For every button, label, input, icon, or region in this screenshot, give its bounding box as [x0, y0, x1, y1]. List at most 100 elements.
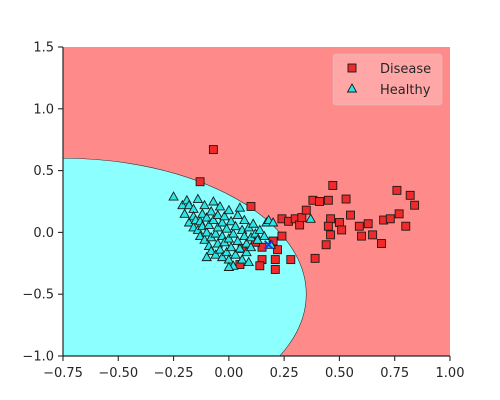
disease-point-23 [357, 231, 366, 241]
healthy-point-54 [236, 254, 248, 264]
disease-point-13 [323, 221, 333, 231]
disease-point-41 [255, 261, 265, 271]
x-tick-label-4: 0.25 [270, 366, 299, 381]
disease-point-28 [385, 214, 395, 224]
centroid-stroke-b [264, 240, 274, 250]
disease-point-15 [341, 194, 351, 204]
healthy-point-49 [230, 249, 241, 259]
healthy-point-1 [177, 199, 188, 210]
x-tick-label-7: 1.00 [436, 366, 465, 381]
data-points [168, 145, 420, 274]
disease-point-2 [246, 201, 256, 211]
healthy-point-32 [214, 201, 226, 211]
healthy-point-66 [258, 230, 270, 241]
legend: Disease Healthy [332, 53, 443, 106]
healthy-point-14 [197, 208, 208, 218]
disease-point-29 [392, 185, 402, 195]
disease-point-37 [270, 255, 280, 265]
disease-point-6 [295, 220, 305, 230]
healthy-point-71 [267, 217, 279, 227]
centroid-marker [264, 240, 274, 250]
x-tick-label-0: −0.75 [43, 366, 83, 381]
healthy-point-60 [245, 241, 257, 252]
healthy-point-48 [230, 220, 241, 231]
healthy-point-65 [254, 224, 266, 234]
disease-point-38 [270, 265, 280, 274]
healthy-point-44 [225, 215, 237, 226]
healthy-point-58 [241, 238, 252, 248]
healthy-point-56 [239, 214, 250, 224]
healthy-point-34 [216, 217, 228, 227]
disease-point-16 [346, 210, 355, 220]
disease-point-19 [326, 230, 336, 240]
healthy-point-62 [247, 218, 259, 228]
healthy-point-42 [223, 233, 235, 243]
x-tick-label-1: −0.50 [98, 366, 138, 381]
healthy-point-72 [305, 213, 316, 223]
healthy-point-21 [203, 219, 215, 229]
y-tick-label-2: 0.0 [33, 226, 54, 241]
healthy-point-4 [183, 199, 195, 210]
legend-disease-label: Disease [380, 62, 431, 77]
axes [62, 47, 450, 357]
healthy-point-19 [201, 226, 213, 237]
disease-point-35 [273, 245, 282, 255]
disease-point-1 [195, 177, 205, 187]
healthy-point-18 [201, 212, 213, 222]
y-tick-label-5: 1.5 [33, 41, 54, 56]
y-tick-label-0: −1.0 [22, 350, 54, 365]
healthy-point-55 [239, 230, 250, 241]
healthy-point-24 [205, 245, 217, 255]
healthy-point-69 [234, 202, 246, 212]
healthy-point-36 [216, 251, 228, 262]
disease-point-14 [328, 180, 338, 190]
disease-point-30 [394, 209, 404, 219]
healthy-point-33 [214, 244, 226, 254]
healthy-point-39 [221, 223, 232, 233]
healthy-point-3 [179, 208, 190, 218]
healthy-point-70 [223, 261, 235, 271]
legend-healthy-label: Healthy [380, 83, 431, 98]
healthy-point-45 [225, 241, 237, 252]
disease-point-8 [301, 205, 311, 215]
x-tick-label-6: 0.75 [380, 366, 409, 381]
disease-point-42 [286, 255, 296, 265]
legend-frame [332, 53, 443, 106]
disease-point-11 [323, 195, 333, 205]
healthy-point-73 [201, 251, 213, 262]
disease-point-24 [363, 219, 373, 229]
disease-point-32 [405, 190, 415, 200]
disease-point-22 [354, 221, 364, 231]
disease-point-20 [321, 240, 331, 250]
healthy-point-57 [241, 246, 252, 257]
healthy-point-25 [208, 214, 219, 224]
disease-point-34 [277, 231, 287, 241]
x-tick-label-3: 0.00 [214, 366, 243, 381]
disease-point-25 [368, 230, 378, 240]
disease-point-21 [310, 253, 320, 263]
plot-area [63, 47, 450, 356]
healthy-point-17 [199, 199, 210, 210]
legend-healthy-marker [346, 83, 358, 93]
healthy-point-28 [210, 249, 221, 259]
y-tick-label-3: 0.5 [33, 164, 54, 179]
healthy-point-51 [232, 235, 243, 246]
disease-point-33 [410, 200, 420, 210]
healthy-point-26 [208, 196, 219, 206]
healthy-region [63, 157, 307, 356]
healthy-point-74 [243, 256, 255, 267]
disease-point-10 [315, 197, 324, 206]
legend-disease-marker [347, 63, 357, 73]
disease-point-31 [401, 221, 411, 231]
healthy-point-16 [199, 234, 210, 244]
y-tick-label-1: −0.5 [22, 288, 54, 303]
disease-point-26 [376, 239, 386, 248]
disease-point-7 [297, 213, 307, 223]
healthy-point-29 [212, 209, 224, 220]
ticks: −0.75 −0.50 −0.25 0.00 0.25 0.50 0.75 1.00 −1.0 −… [22, 41, 464, 382]
x-tick-label-5: 0.50 [325, 366, 354, 381]
healthy-point-50 [232, 209, 243, 220]
disease-point-18 [337, 225, 347, 235]
healthy-point-41 [223, 204, 235, 215]
